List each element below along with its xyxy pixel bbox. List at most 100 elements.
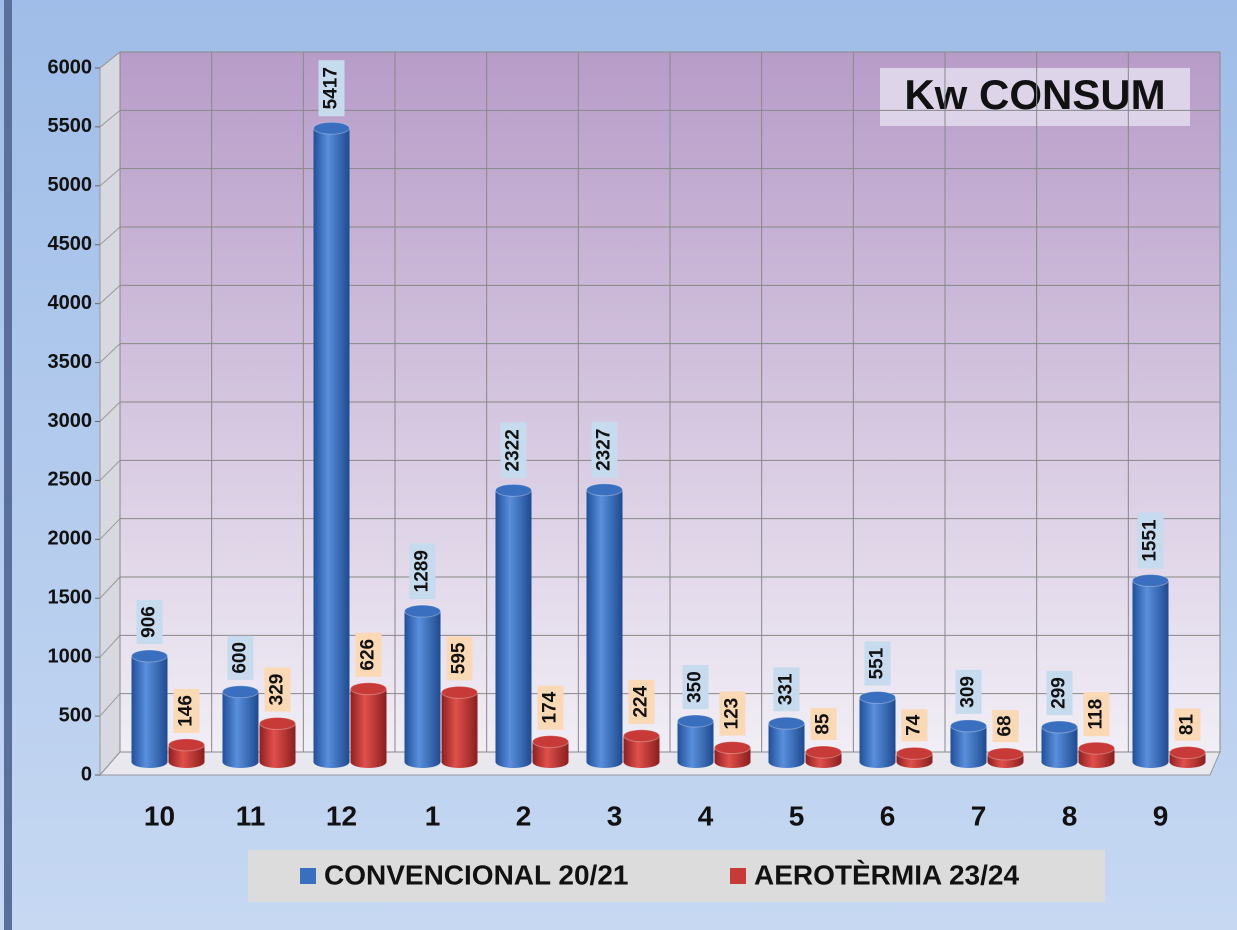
value-label-bg <box>955 669 982 714</box>
value-label: 551 <box>867 647 888 679</box>
y-tick-label: 5500 <box>48 115 93 137</box>
grid-line <box>99 226 121 246</box>
value-label: 224 <box>631 686 652 718</box>
x-tick-label: 3 <box>607 800 623 831</box>
value-label: 600 <box>230 642 251 674</box>
value-label: 2327 <box>594 429 615 471</box>
bar <box>259 723 296 762</box>
value-label: 2322 <box>503 429 524 471</box>
x-tick-label: 9 <box>1153 800 1169 831</box>
value-label-bg <box>355 632 382 677</box>
x-tick-label: 12 <box>326 800 357 831</box>
value-label: 74 <box>904 714 925 736</box>
bar-cap <box>677 714 714 728</box>
value-label-bg <box>1046 671 1073 716</box>
value-label-bg <box>864 641 891 686</box>
value-label: 68 <box>995 715 1016 736</box>
value-label-bg <box>537 685 564 730</box>
value-label: 81 <box>1177 714 1198 736</box>
bar <box>313 128 350 762</box>
bar-cap <box>1078 741 1115 755</box>
bar-cap <box>259 717 296 731</box>
grid-line <box>99 109 121 128</box>
value-label-bg <box>264 667 291 712</box>
value-label: 595 <box>449 642 470 674</box>
bar-cap <box>532 735 569 749</box>
y-tick-label: 4000 <box>48 292 93 314</box>
value-label: 174 <box>540 691 561 723</box>
bar-cap <box>404 604 441 618</box>
bar <box>495 490 532 762</box>
bar <box>586 489 623 762</box>
grid-line <box>99 518 121 540</box>
bar-cap <box>805 745 842 759</box>
value-label: 331 <box>776 673 797 705</box>
bar-cap <box>313 121 350 135</box>
bar-cap <box>168 738 205 752</box>
x-tick-label: 10 <box>144 800 175 831</box>
value-label: 1551 <box>1140 519 1161 562</box>
value-label: 350 <box>685 671 706 703</box>
bar-cap <box>859 691 896 705</box>
y-tick-label: 2000 <box>48 528 93 550</box>
value-label-bg <box>500 422 527 479</box>
bar <box>222 691 259 762</box>
legend-swatch <box>300 868 316 884</box>
bar <box>131 655 168 762</box>
bar-cap <box>1041 720 1078 734</box>
bar-cap <box>896 746 933 760</box>
bar-cap <box>1132 574 1169 588</box>
value-label: 85 <box>813 713 834 735</box>
bar-cap <box>586 483 623 497</box>
x-tick-label: 8 <box>1062 800 1078 831</box>
bar <box>441 692 478 762</box>
y-tick-label: 4500 <box>48 233 93 255</box>
legend-swatch <box>730 868 746 884</box>
y-tick-label: 2500 <box>48 469 93 491</box>
value-label: 118 <box>1086 699 1107 730</box>
value-label-bg <box>1174 708 1201 741</box>
x-tick-label: 4 <box>698 800 714 831</box>
value-label: 1289 <box>412 550 433 592</box>
y-tick-label: 3500 <box>48 351 93 373</box>
legend-box <box>248 850 1105 902</box>
bar-cap <box>441 685 478 699</box>
value-label-bg <box>227 635 254 680</box>
bar-cap <box>350 682 387 696</box>
left-strip <box>4 0 12 930</box>
value-label: 329 <box>267 674 288 706</box>
grid-line <box>99 693 121 717</box>
value-label-bg <box>719 691 746 736</box>
y-tick-label: 1000 <box>48 645 93 667</box>
value-label: 5417 <box>321 67 342 109</box>
bar <box>950 725 987 762</box>
bar <box>350 688 387 762</box>
y-tick-label: 3000 <box>48 410 93 432</box>
y-tick-label: 5000 <box>48 174 93 196</box>
value-label-bg <box>773 667 800 712</box>
grid-line <box>99 576 121 599</box>
y-tick-label: 500 <box>59 704 92 726</box>
value-label: 309 <box>958 676 979 708</box>
grid-line <box>99 284 121 305</box>
value-label-bg <box>318 60 345 117</box>
x-tick-label: 2 <box>516 800 532 831</box>
bar <box>1132 580 1169 762</box>
legend-label: AEROTÈRMIA 23/24 <box>754 859 1019 890</box>
value-label: 123 <box>722 698 743 730</box>
bar-cap <box>950 719 987 733</box>
value-label: 626 <box>358 639 379 671</box>
x-tick-label: 6 <box>880 800 896 831</box>
value-label-bg <box>1083 692 1110 737</box>
bar-cap <box>623 729 660 743</box>
value-label-bg <box>173 688 200 733</box>
side-wall <box>99 50 121 777</box>
value-label-bg <box>591 421 618 478</box>
bar-cap <box>768 716 805 730</box>
x-tick-label: 11 <box>236 800 266 831</box>
grid-line <box>99 401 121 422</box>
value-label-bg <box>992 710 1019 743</box>
grid-line <box>99 634 121 658</box>
bar <box>677 721 714 762</box>
y-tick-label: 0 <box>81 763 92 785</box>
